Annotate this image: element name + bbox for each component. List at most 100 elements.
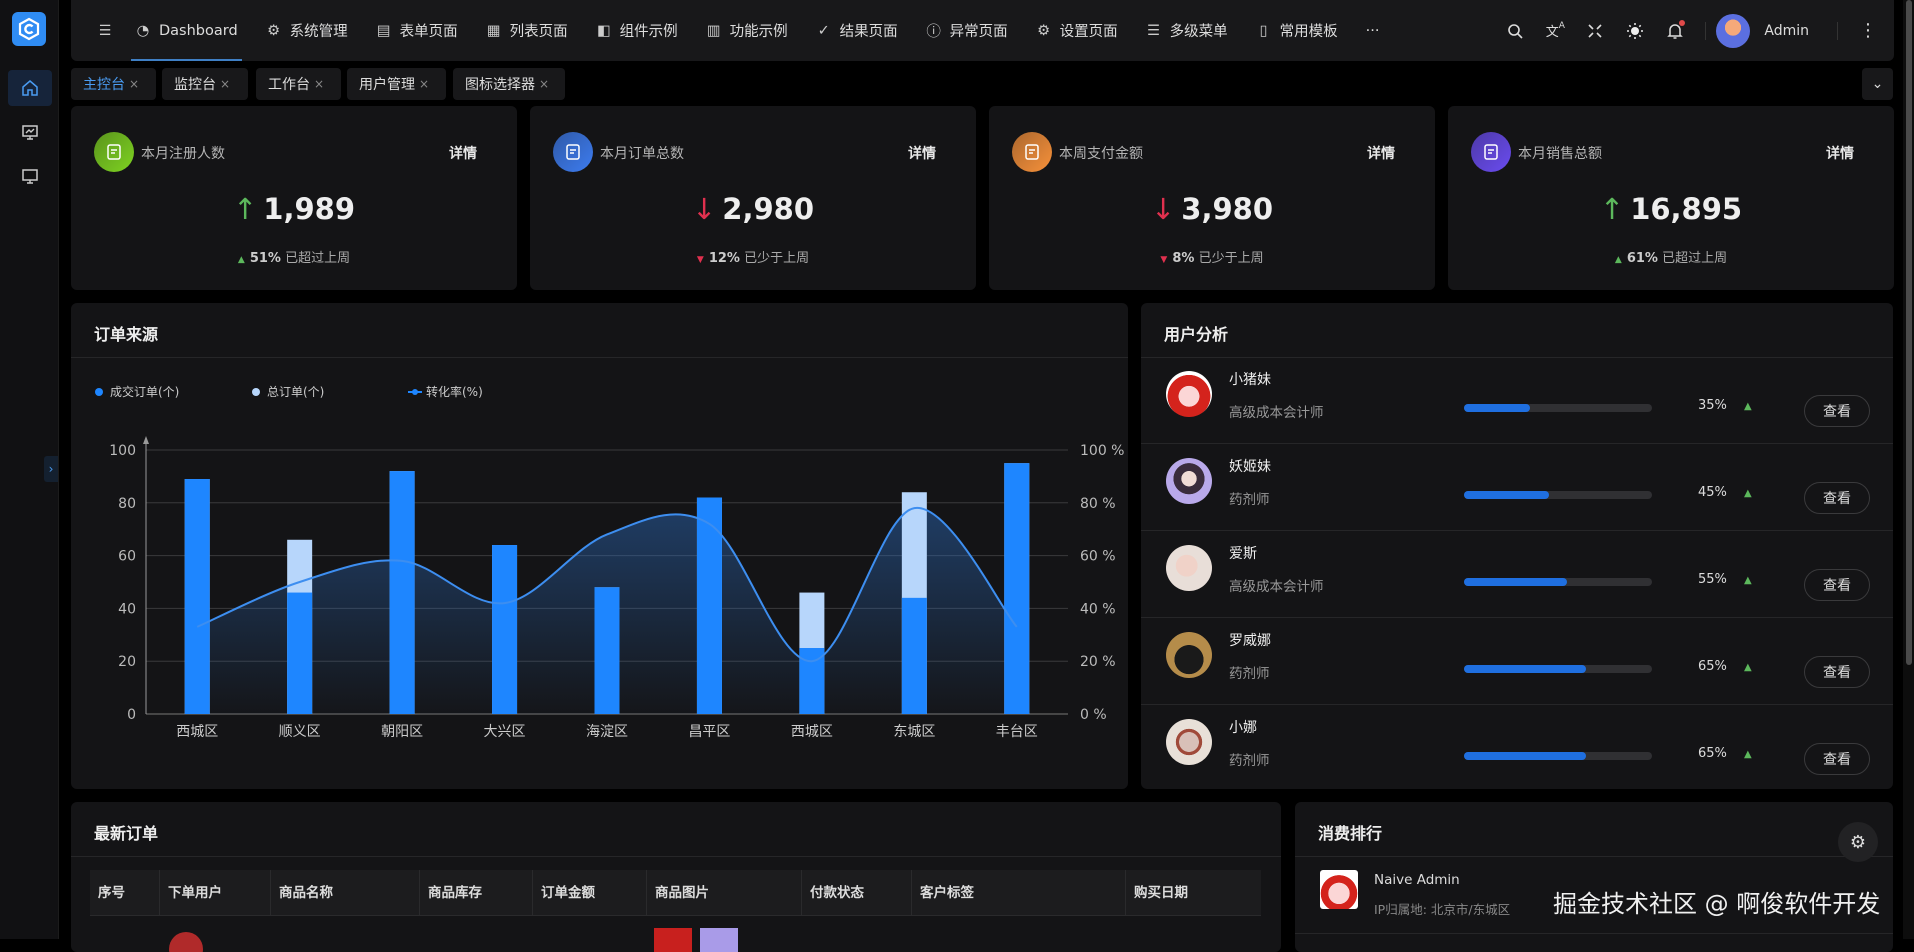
user-name[interactable]: Admin [1764, 22, 1809, 39]
y-axis-arrow [143, 436, 149, 444]
tab-4[interactable]: 图标选择器 × [453, 68, 565, 100]
nav-item-1[interactable]: ⚙ 系统管理 [266, 0, 348, 61]
stat-trend: ▲ 51% 已超过上周 [71, 247, 517, 266]
tab-3[interactable]: 用户管理 × [347, 68, 446, 100]
progress-fill [1464, 404, 1530, 412]
view-button[interactable]: 查看 [1804, 743, 1870, 775]
stat-card: 本周支付金额 详情 ↓ 3,980 ▼ 8% 已少于上周 [989, 106, 1435, 290]
bar-deal-orders[interactable] [1004, 463, 1030, 714]
nav-item-9[interactable]: ☰ 多级菜单 [1146, 0, 1228, 61]
legend-label[interactable]: 总订单(个) [267, 385, 324, 399]
bar-deal-orders[interactable] [696, 497, 722, 714]
view-button[interactable]: 查看 [1804, 569, 1870, 601]
stat-trend: ▼ 8% 已少于上周 [989, 247, 1435, 266]
x-tick-label: 大兴区 [484, 724, 526, 740]
nav-item-8[interactable]: ⚙ 设置页面 [1036, 0, 1118, 61]
triangle-up-icon: ▲ [1614, 255, 1622, 265]
stat-value-row: ↓ 3,980 [989, 192, 1435, 226]
logo-icon [18, 17, 40, 41]
form-icon: ▤ [376, 22, 391, 39]
app-logo[interactable] [12, 12, 46, 46]
user-name: 小猪妹 [1229, 372, 1271, 388]
stat-card: 本月注册人数 详情 ↑ 1,989 ▲ 51% 已超过上周 [71, 106, 517, 290]
stat-note: 已超过上周 [285, 251, 351, 266]
close-icon[interactable]: × [539, 77, 550, 91]
y-right-tick: 100 % [1080, 443, 1124, 459]
settings-float-button[interactable]: ⚙ [1838, 822, 1878, 862]
menu-fold-icon[interactable]: ☰ [98, 22, 112, 39]
user-avatar[interactable] [1716, 13, 1751, 48]
sidebar-item-monitor[interactable] [8, 114, 52, 150]
bell-icon[interactable] [1655, 19, 1695, 40]
tab-2[interactable]: 工作台 × [256, 68, 341, 100]
nav-item-10[interactable]: ▯ 常用模板 [1256, 0, 1338, 61]
function-icon: ▥ [706, 22, 721, 39]
nav-item-3[interactable]: ▦ 列表页面 [486, 0, 568, 61]
legend-label[interactable]: 成交订单(个) [110, 384, 179, 399]
bar-deal-orders[interactable] [389, 471, 415, 714]
bar-deal-orders[interactable] [594, 587, 620, 714]
tab-0[interactable]: 主控台 × [71, 68, 156, 100]
stat-detail-link[interactable]: 详情 [1826, 146, 1854, 162]
y-right-tick: 20 % [1080, 654, 1116, 670]
nav-more[interactable]: ··· [1365, 22, 1380, 39]
bar-deal-orders[interactable] [492, 545, 518, 714]
avatar [1166, 458, 1212, 504]
consumption-ranking-card: 消费排行 Naive Admin IP归属地: 北京市/东城区 [1295, 802, 1893, 952]
bar-deal-orders[interactable] [184, 479, 210, 714]
view-button[interactable]: 查看 [1804, 395, 1870, 427]
sidebar-item-desktop[interactable] [8, 158, 52, 194]
stat-detail-link[interactable]: 详情 [908, 146, 936, 162]
nav-item-label: 列表页面 [509, 24, 568, 40]
sidebar-item-home[interactable] [8, 70, 52, 106]
search-icon[interactable] [1495, 23, 1535, 39]
legend-marker [95, 388, 103, 396]
user-row: 小猪妹 高级成本会计师 35% ▲ 查看 [1141, 357, 1893, 444]
stat-label: 本周支付金额 [1059, 146, 1143, 162]
more-vertical-icon[interactable]: ⋮ [1859, 20, 1877, 41]
chart-monitor-icon [22, 125, 38, 140]
stat-icon [1471, 132, 1511, 172]
tabs-dropdown-button[interactable]: ⌄ [1862, 68, 1893, 100]
close-icon[interactable]: × [220, 77, 231, 91]
close-icon[interactable]: × [129, 77, 140, 91]
bar-deal-orders[interactable] [901, 597, 927, 714]
progress-bar [1464, 491, 1652, 499]
x-tick-label: 丰台区 [996, 724, 1038, 740]
stat-card: 本月销售总额 详情 ↑ 16,895 ▲ 61% 已超过上周 [1448, 106, 1894, 290]
scrollbar-thumb[interactable] [1906, 0, 1912, 665]
sidebar-expand-button[interactable]: › [44, 456, 58, 482]
nav-item-5[interactable]: ▥ 功能示例 [706, 0, 788, 61]
legend-label[interactable]: 转化率(%) [426, 384, 483, 399]
page-scrollbar[interactable] [1903, 0, 1914, 939]
nav-item-label: Dashboard [159, 22, 238, 39]
bar-deal-orders[interactable] [287, 592, 313, 714]
tab-1[interactable]: 监控台 × [162, 68, 248, 100]
stat-percent: 51% [249, 251, 281, 266]
progress-fill [1464, 491, 1549, 499]
nav-item-0[interactable]: ◔ Dashboard [131, 0, 242, 61]
stat-label: 本月注册人数 [141, 146, 225, 162]
progress-bar [1464, 578, 1652, 586]
stat-detail-link[interactable]: 详情 [1367, 146, 1395, 162]
component-icon: ◧ [596, 22, 611, 39]
sun-theme-icon[interactable] [1615, 22, 1655, 40]
nav-item-6[interactable]: ✓ 结果页面 [816, 0, 898, 61]
triangle-down-icon: ▼ [696, 255, 704, 265]
progress-bar [1464, 404, 1652, 412]
close-icon[interactable]: × [419, 77, 430, 91]
progress-percent: 35% [1698, 398, 1727, 413]
nav-item-7[interactable]: ⓘ 异常页面 [926, 0, 1007, 61]
nav-item-2[interactable]: ▤ 表单页面 [376, 0, 458, 61]
product-image [654, 928, 692, 952]
tab-label: 主控台 [83, 77, 125, 93]
fullscreen-icon[interactable] [1575, 23, 1615, 38]
stat-detail-link[interactable]: 详情 [449, 146, 477, 162]
view-button[interactable]: 查看 [1804, 482, 1870, 514]
nav-item-label: 系统管理 [289, 24, 348, 40]
close-icon[interactable]: × [314, 77, 325, 91]
nav-item-label: 常用模板 [1279, 24, 1338, 40]
nav-item-4[interactable]: ◧ 组件示例 [596, 0, 678, 61]
view-button[interactable]: 查看 [1804, 656, 1870, 688]
